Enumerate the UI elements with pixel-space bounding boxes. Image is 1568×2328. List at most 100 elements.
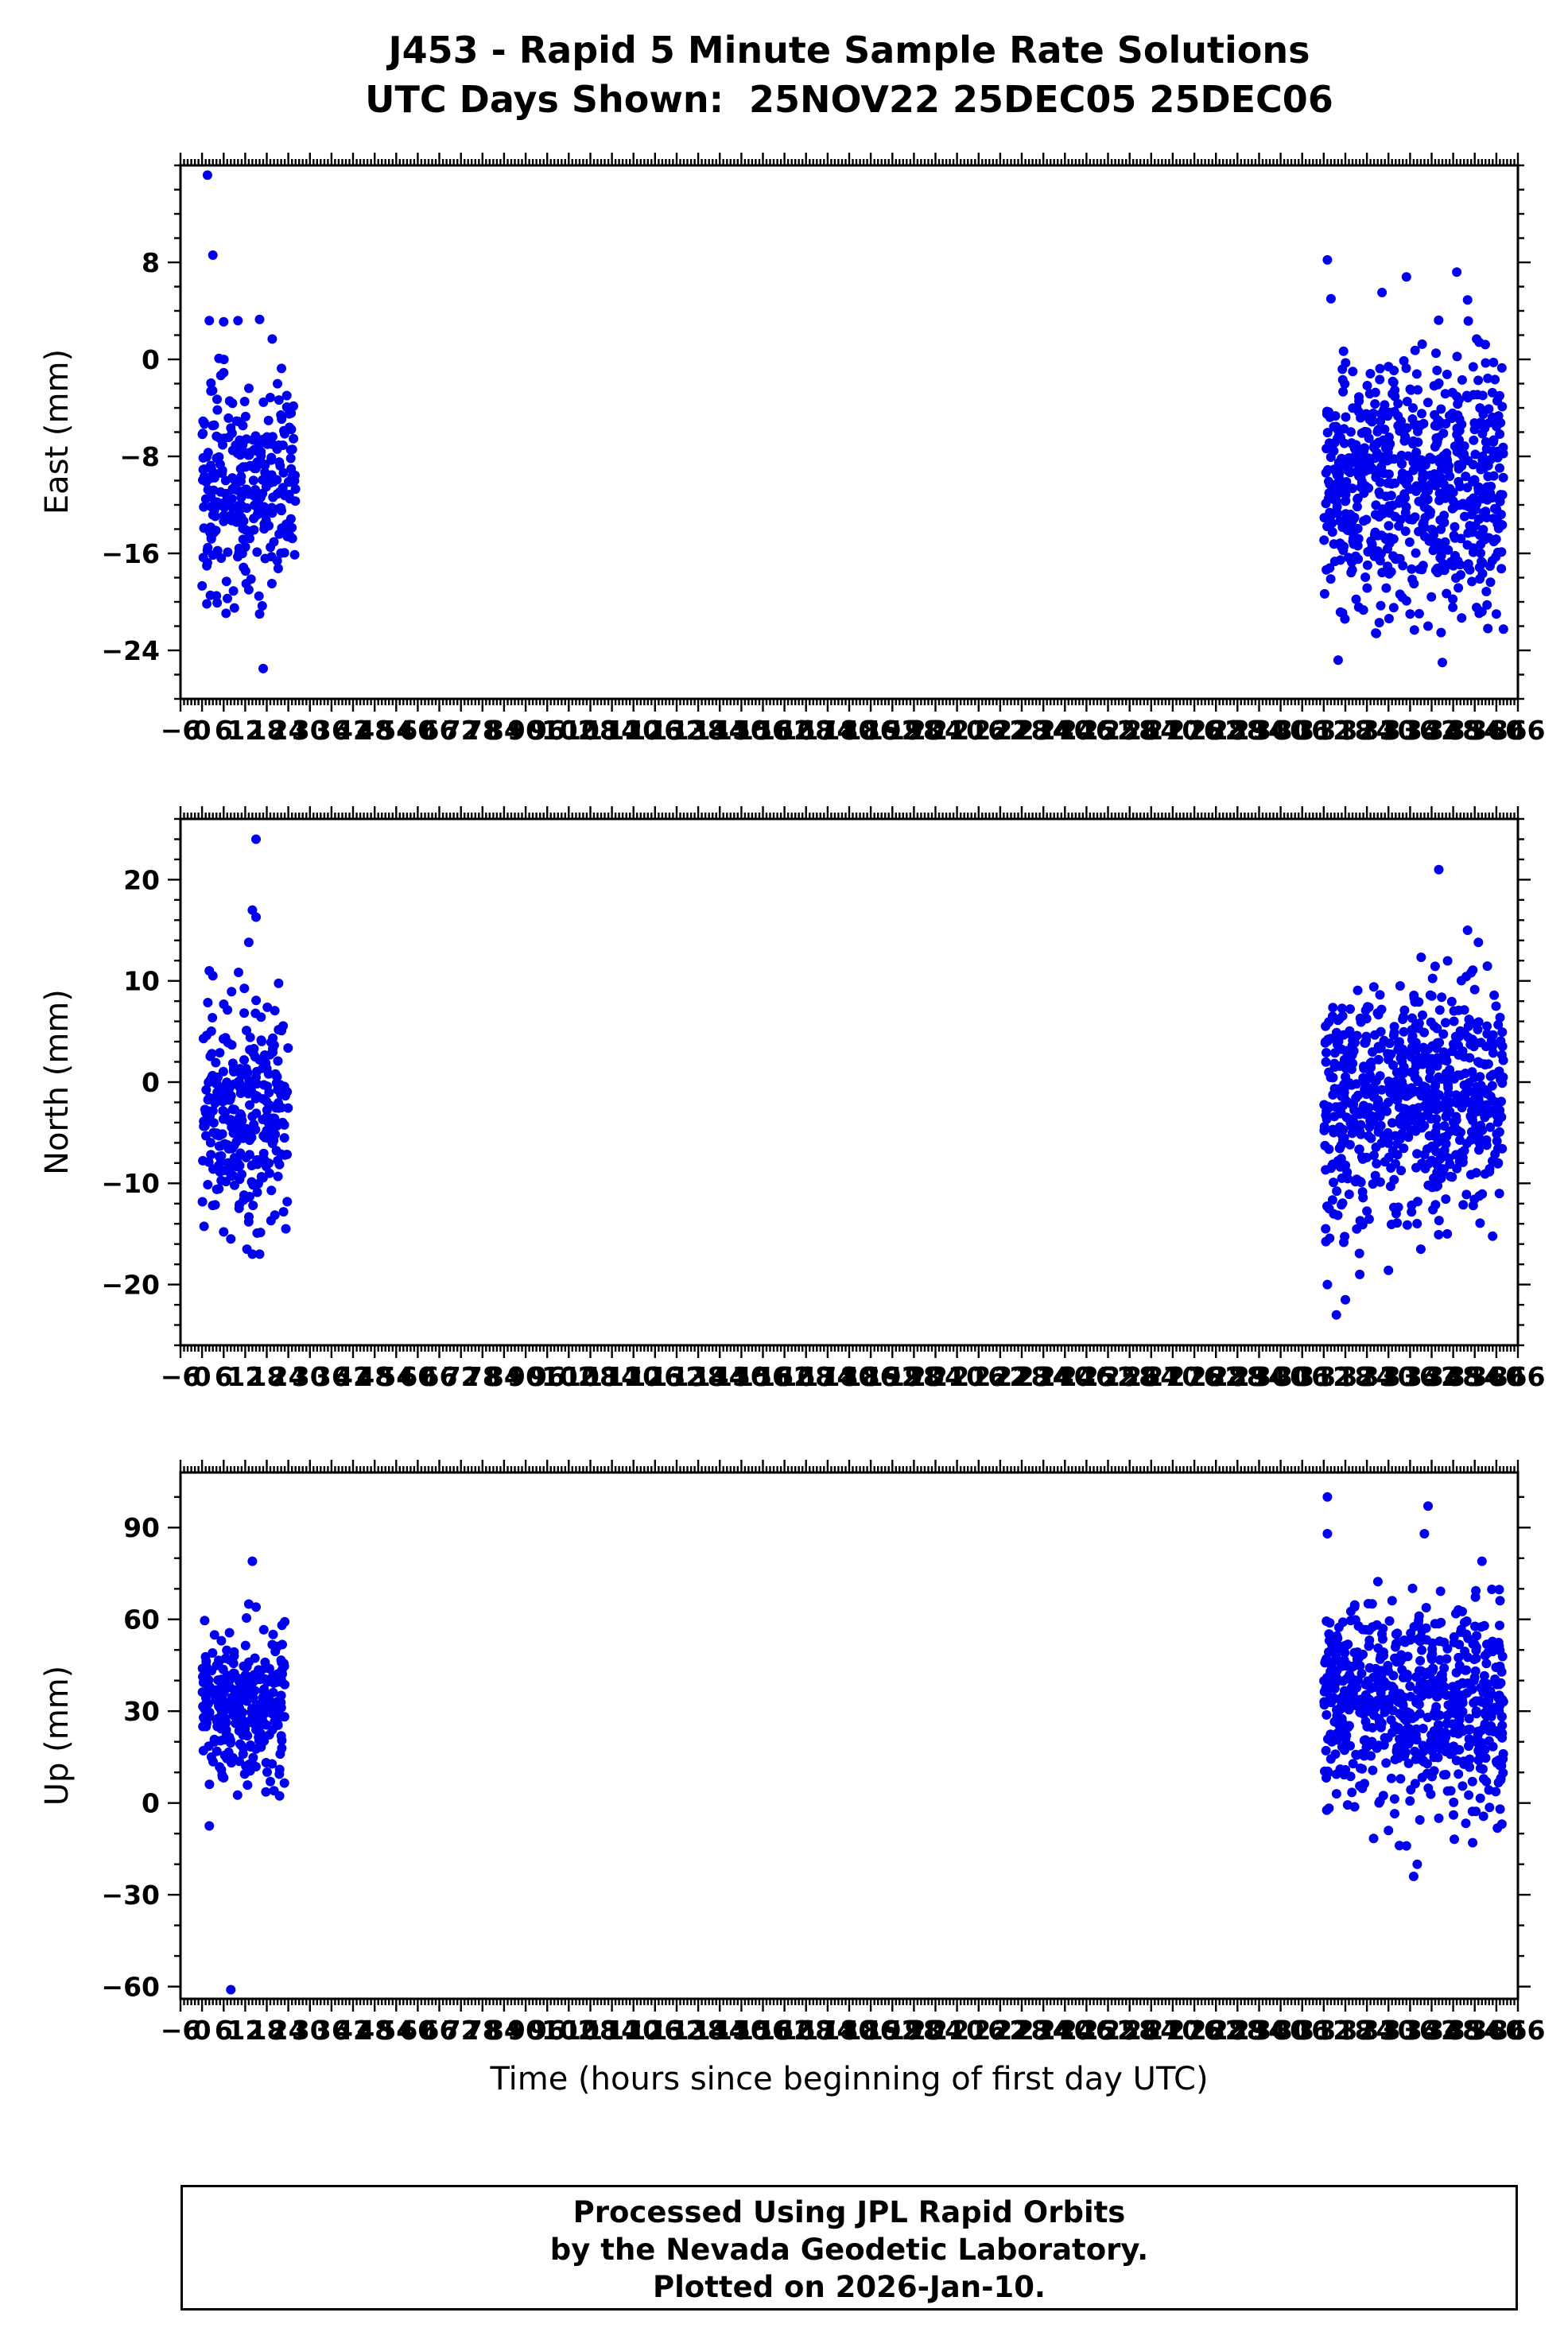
svg-text:360: 360 (1469, 715, 1523, 746)
svg-text:186: 186 (844, 715, 898, 746)
east-points (197, 170, 1508, 673)
svg-text:−16: −16 (101, 538, 160, 569)
svg-text:354: 354 (1447, 715, 1502, 746)
svg-text:324: 324 (1340, 715, 1395, 746)
svg-text:72: 72 (443, 715, 479, 746)
svg-text:−6: −6 (161, 1361, 201, 1392)
svg-text:114: 114 (584, 715, 639, 746)
north-ticks (168, 806, 1531, 1358)
svg-text:222: 222 (972, 1361, 1027, 1392)
svg-text:210: 210 (930, 715, 984, 746)
north-frame (179, 817, 1519, 1347)
svg-text:354: 354 (1447, 1361, 1502, 1392)
north-axis-label: North (mm) (39, 989, 76, 1175)
svg-text:−20: −20 (101, 1269, 160, 1300)
svg-text:198: 198 (887, 1361, 941, 1392)
svg-text:174: 174 (800, 1361, 855, 1392)
chart-title-line2: UTC Days Shown: 25NOV22 25DEC05 25DEC06 (365, 78, 1333, 121)
svg-text:126: 126 (627, 715, 682, 746)
svg-text:162: 162 (757, 1361, 812, 1392)
up-tick-labels: −60 6121824303642485460667278849096102108… (101, 1512, 1545, 2046)
svg-text:348: 348 (1426, 715, 1481, 746)
footer-line1: Processed Using JPL Rapid Orbits (572, 2195, 1126, 2229)
svg-text:336: 336 (1383, 1361, 1438, 1392)
svg-text:60: 60 (399, 715, 436, 746)
east-frame (179, 164, 1519, 700)
chart-title-line1: J453 - Rapid 5 Minute Sample Rate Soluti… (388, 29, 1310, 72)
svg-text:20: 20 (123, 864, 160, 895)
svg-text:216: 216 (951, 715, 1006, 746)
svg-text:144: 144 (693, 1361, 747, 1392)
svg-text:48: 48 (356, 1361, 393, 1392)
svg-text:42: 42 (335, 1361, 371, 1392)
svg-text:264: 264 (1124, 1361, 1178, 1392)
svg-text:234: 234 (1016, 1361, 1071, 1392)
svg-text:0: 0 (142, 344, 160, 375)
svg-text:306: 306 (1275, 715, 1329, 746)
east-axis-label: East (mm) (39, 348, 76, 515)
svg-text:348: 348 (1426, 1361, 1481, 1392)
svg-text:210: 210 (930, 1361, 984, 1392)
svg-text:108: 108 (563, 1361, 618, 1392)
svg-text:252: 252 (1081, 1361, 1135, 1392)
up-frame (179, 1471, 1519, 2000)
svg-text:222: 222 (972, 715, 1027, 746)
svg-text:0: 0 (142, 1067, 160, 1098)
svg-text:180: 180 (822, 715, 877, 746)
svg-text:318: 318 (1318, 1361, 1373, 1392)
svg-text:288: 288 (1210, 1361, 1265, 1392)
svg-text:156: 156 (735, 715, 790, 746)
svg-text:24: 24 (270, 715, 307, 746)
svg-text:162: 162 (757, 715, 812, 746)
svg-text:294: 294 (1232, 1361, 1287, 1392)
svg-text:132: 132 (650, 1361, 704, 1392)
svg-text:168: 168 (778, 1361, 833, 1392)
svg-text:276: 276 (1167, 1361, 1222, 1392)
svg-text:8: 8 (142, 247, 160, 278)
svg-text:84: 84 (486, 715, 522, 746)
svg-text:342: 342 (1404, 715, 1459, 746)
svg-text:120: 120 (606, 715, 661, 746)
svg-text:276: 276 (1167, 715, 1222, 746)
svg-text:0: 0 (193, 715, 212, 746)
svg-text:24: 24 (270, 1361, 307, 1392)
svg-text:108: 108 (563, 715, 618, 746)
svg-text:−8: −8 (119, 441, 160, 472)
svg-text:−24: −24 (101, 635, 160, 666)
east-tick-labels: −60 6121824303642485460667278849096102108… (101, 247, 1545, 746)
svg-text:168: 168 (778, 715, 833, 746)
svg-text:228: 228 (995, 1361, 1050, 1392)
svg-text:138: 138 (671, 1361, 726, 1392)
svg-text:204: 204 (908, 715, 963, 746)
svg-text:18: 18 (249, 1361, 285, 1392)
x-axis-label: Time (hours since beginning of first day… (490, 2061, 1209, 2097)
north-panel: −60 6121824303642485460667278849096102108… (101, 806, 1545, 1392)
svg-text:18: 18 (249, 715, 285, 746)
svg-text:324: 324 (1340, 1361, 1395, 1392)
svg-text:282: 282 (1189, 715, 1244, 746)
svg-text:240: 240 (1038, 715, 1093, 746)
svg-text:6: 6 (215, 1361, 233, 1392)
svg-text:114: 114 (584, 1361, 639, 1392)
svg-text:246: 246 (1059, 1361, 1114, 1392)
svg-text:228: 228 (995, 715, 1050, 746)
svg-text:−10: −10 (101, 1168, 160, 1199)
svg-text:10: 10 (123, 966, 160, 997)
svg-text:150: 150 (714, 715, 769, 746)
svg-text:96: 96 (529, 1361, 565, 1392)
svg-text:96: 96 (529, 715, 565, 746)
up-axis-label: Up (mm) (39, 1665, 76, 1806)
svg-text:312: 312 (1296, 1361, 1351, 1392)
svg-text:198: 198 (887, 715, 941, 746)
svg-text:216: 216 (951, 1361, 1006, 1392)
svg-text:318: 318 (1318, 715, 1373, 746)
svg-text:90: 90 (507, 715, 544, 746)
svg-text:234: 234 (1016, 715, 1071, 746)
svg-text:264: 264 (1124, 715, 1178, 746)
svg-text:102: 102 (541, 1361, 596, 1392)
svg-text:204: 204 (908, 1361, 963, 1392)
footer-line2: by the Nevada Geodetic Laboratory. (549, 2233, 1149, 2267)
svg-text:300: 300 (1253, 715, 1308, 746)
